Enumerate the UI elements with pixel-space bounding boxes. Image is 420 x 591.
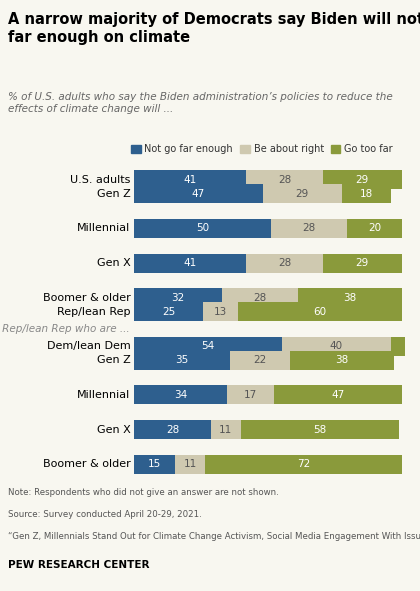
Text: 28: 28 [253,293,267,303]
Bar [134,170,246,189]
Text: 32: 32 [171,293,185,303]
Bar [227,385,274,404]
Text: 17: 17 [244,390,257,400]
Text: 34: 34 [174,390,187,400]
Text: 29: 29 [356,175,369,185]
Text: 35: 35 [176,355,189,365]
Text: % of U.S. adults who say the Biden administration’s policies to reduce the
effec: % of U.S. adults who say the Biden admin… [8,92,393,114]
Bar [134,254,246,272]
Text: Among Rep/lean Rep who are ...: Among Rep/lean Rep who are ... [0,324,130,335]
Text: Dem/lean Dem: Dem/lean Dem [47,342,130,352]
Text: 28: 28 [278,175,291,185]
Bar [342,184,391,203]
Text: 40: 40 [330,342,343,352]
Text: 18: 18 [360,189,373,199]
Bar [205,455,402,474]
Bar [274,385,402,404]
Text: 47: 47 [331,390,344,400]
Bar [134,420,211,439]
Bar [238,302,402,322]
Text: 13: 13 [214,307,227,317]
Bar [241,420,399,439]
Text: Note: Respondents who did not give an answer are not shown.: Note: Respondents who did not give an an… [8,488,279,496]
Text: A narrow majority of Democrats say Biden will not go
far enough on climate: A narrow majority of Democrats say Biden… [8,12,420,45]
Bar [290,350,394,370]
Text: PEW RESEARCH CENTER: PEW RESEARCH CENTER [8,560,150,570]
Bar [222,288,298,307]
Bar [203,302,238,322]
Text: 25: 25 [162,307,175,317]
Text: 28: 28 [302,223,316,233]
Text: Boomer & older: Boomer & older [42,459,130,469]
Bar [134,385,227,404]
Text: U.S. adults: U.S. adults [70,175,130,185]
Bar [263,184,342,203]
Text: “Gen Z, Millennials Stand Out for Climate Change Activism, Social Media Engageme: “Gen Z, Millennials Stand Out for Climat… [8,532,420,541]
Bar [134,184,263,203]
Text: 11: 11 [184,459,197,469]
Text: 22: 22 [253,355,267,365]
Text: 38: 38 [344,293,357,303]
Text: 20: 20 [368,223,381,233]
Bar [134,219,271,238]
Text: Millennial: Millennial [77,223,130,233]
Text: Boomer & older: Boomer & older [42,293,130,303]
Text: 60: 60 [313,307,327,317]
Text: 11: 11 [219,424,233,434]
Text: 15: 15 [148,459,162,469]
Bar [134,350,230,370]
Bar [391,337,405,356]
Bar [282,337,391,356]
Text: 58: 58 [313,424,327,434]
Text: 50: 50 [196,223,209,233]
Bar [246,254,323,272]
Text: 41: 41 [184,258,197,268]
Bar [176,455,205,474]
Text: Gen Z: Gen Z [97,189,130,199]
Bar [323,254,402,272]
Text: 29: 29 [296,189,309,199]
Bar [271,219,347,238]
Text: 72: 72 [297,459,310,469]
Legend: Not go far enough, Be about right, Go too far: Not go far enough, Be about right, Go to… [131,144,393,154]
Bar [230,350,290,370]
Bar [298,288,402,307]
Text: 29: 29 [356,258,369,268]
Text: 28: 28 [278,258,291,268]
Bar [134,302,203,322]
Text: Source: Survey conducted April 20-29, 2021.: Source: Survey conducted April 20-29, 20… [8,510,202,519]
Bar [211,420,241,439]
Bar [246,170,323,189]
Bar [134,288,222,307]
Text: 38: 38 [335,355,349,365]
Text: Gen X: Gen X [97,424,130,434]
Text: Rep/lean Rep: Rep/lean Rep [57,307,130,317]
Text: Millennial: Millennial [77,390,130,400]
Bar [134,455,176,474]
Text: 28: 28 [166,424,179,434]
Text: 41: 41 [184,175,197,185]
Text: Gen Z: Gen Z [97,355,130,365]
Bar [347,219,402,238]
Text: 47: 47 [192,189,205,199]
Bar [134,337,282,356]
Bar [323,170,402,189]
Text: 54: 54 [202,342,215,352]
Text: Gen X: Gen X [97,258,130,268]
